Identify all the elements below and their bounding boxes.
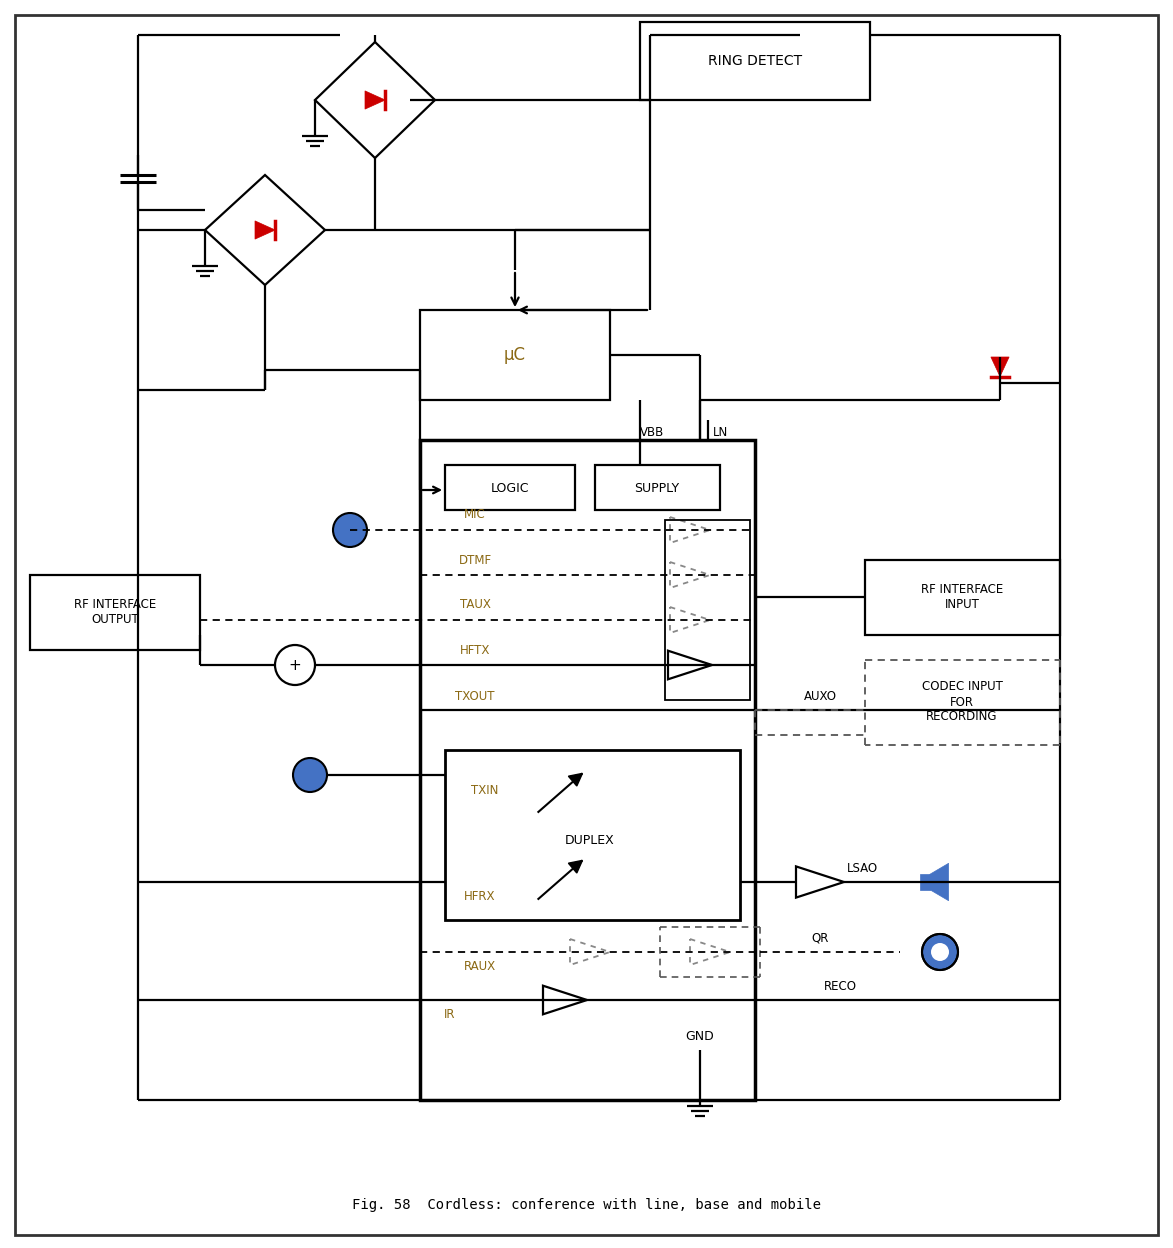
- Text: SUPPLY: SUPPLY: [635, 482, 679, 494]
- Text: VBB: VBB: [640, 426, 664, 438]
- Text: IR: IR: [445, 1008, 456, 1022]
- Text: Fig. 58  Cordless: conference with line, base and mobile: Fig. 58 Cordless: conference with line, …: [352, 1198, 820, 1212]
- Text: MIC: MIC: [465, 508, 486, 522]
- Text: TAUX: TAUX: [460, 599, 490, 612]
- Text: RF INTERFACE
INPUT: RF INTERFACE INPUT: [921, 583, 1003, 612]
- Text: DUPLEX: DUPLEX: [565, 834, 615, 846]
- Text: LN: LN: [713, 426, 728, 438]
- Text: HFRX: HFRX: [465, 891, 496, 904]
- Polygon shape: [930, 864, 949, 901]
- Text: TXIN: TXIN: [472, 784, 499, 796]
- Text: RECO: RECO: [823, 980, 856, 992]
- Text: AUXO: AUXO: [804, 689, 836, 703]
- Text: RAUX: RAUX: [465, 961, 496, 973]
- Polygon shape: [569, 860, 583, 874]
- Text: HFTX: HFTX: [460, 644, 490, 658]
- Text: LOGIC: LOGIC: [490, 482, 529, 494]
- Text: RF INTERFACE
OUTPUT: RF INTERFACE OUTPUT: [74, 598, 156, 626]
- Text: TXOUT: TXOUT: [455, 689, 495, 703]
- Circle shape: [293, 758, 327, 792]
- Polygon shape: [569, 774, 583, 786]
- Circle shape: [931, 943, 949, 961]
- Polygon shape: [920, 875, 930, 890]
- Text: DTMF: DTMF: [459, 554, 491, 567]
- Polygon shape: [365, 91, 385, 109]
- Text: QR: QR: [812, 931, 828, 945]
- Polygon shape: [991, 357, 1009, 377]
- Text: CODEC INPUT
FOR
RECORDING: CODEC INPUT FOR RECORDING: [922, 680, 1003, 724]
- Text: LSAO: LSAO: [847, 861, 877, 875]
- Text: RING DETECT: RING DETECT: [708, 54, 802, 67]
- Text: μC: μC: [504, 346, 526, 364]
- Circle shape: [922, 934, 958, 970]
- Text: GND: GND: [686, 1030, 714, 1042]
- Circle shape: [333, 513, 367, 547]
- Polygon shape: [255, 221, 276, 240]
- Text: +: +: [289, 658, 301, 673]
